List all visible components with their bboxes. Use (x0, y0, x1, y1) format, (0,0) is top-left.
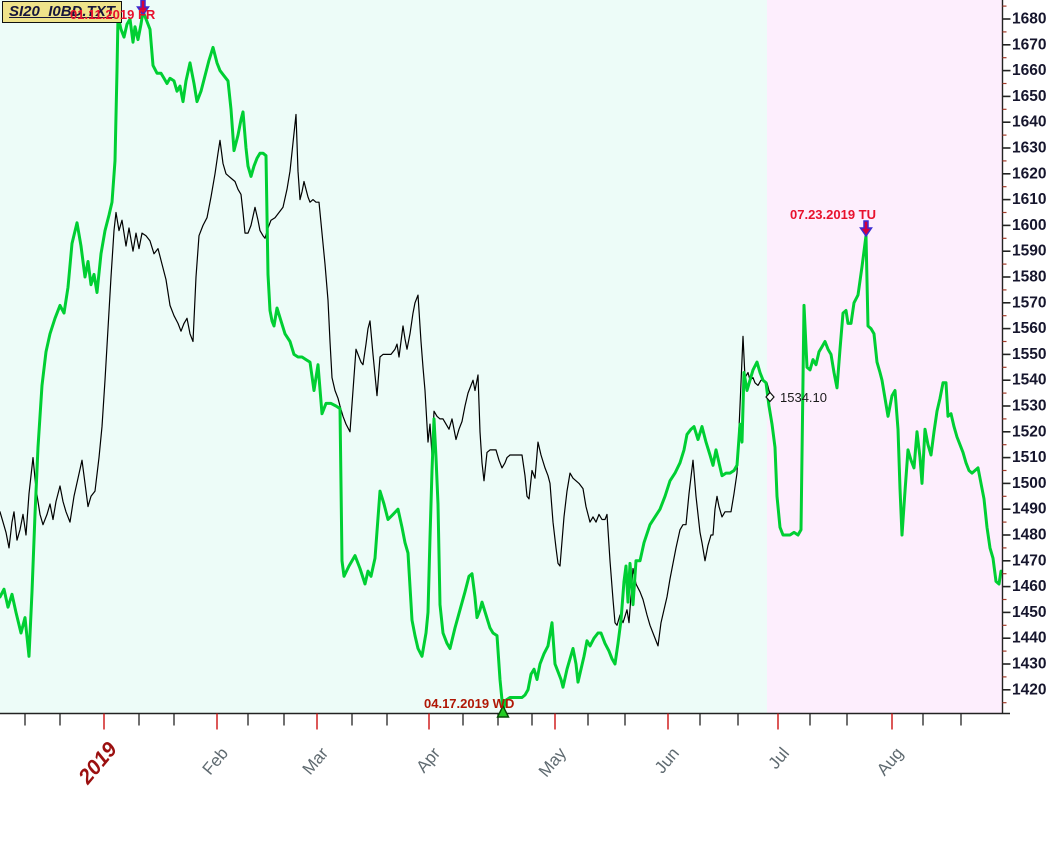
price-tick-label: 1620 (1012, 165, 1046, 182)
price-tick-label: 1650 (1012, 88, 1046, 105)
price-tick-label: 1530 (1012, 398, 1046, 415)
price-tick-label: 1660 (1012, 62, 1046, 79)
series-green-line[interactable] (0, 9, 1003, 712)
price-tick-label: 1480 (1012, 527, 1046, 544)
time-axis: 2019 Feb Mar Apr May Jun Jul Aug (24, 713, 962, 790)
last-price-diamond-marker (765, 391, 775, 403)
price-tick-label: 1500 (1012, 475, 1046, 492)
month-label: Apr (412, 744, 444, 777)
price-tick-label: 1490 (1012, 501, 1046, 518)
swing-high-arrow-marker (859, 220, 873, 238)
price-tick-label: 1470 (1012, 552, 1046, 569)
price-tick-label: 1420 (1012, 681, 1046, 698)
month-label: Feb (199, 744, 232, 779)
swing-high-arrow-marker (136, 0, 150, 17)
price-tick-label: 1520 (1012, 423, 1046, 440)
price-axis: 1420 1430 1440 1450 1460 1470 1480 1490 1500 1510… (1002, 5, 1046, 704)
price-tick-label: 1610 (1012, 191, 1046, 208)
month-label: Aug (873, 744, 907, 779)
price-tick-label: 1580 (1012, 269, 1046, 286)
price-tick-label: 1670 (1012, 36, 1046, 53)
month-label: Mar (299, 744, 333, 779)
price-tick-label: 1540 (1012, 372, 1046, 389)
price-tick-label: 1560 (1012, 320, 1046, 337)
price-tick-label: 1590 (1012, 243, 1046, 260)
month-label: Jun (651, 744, 683, 777)
series-layer (0, 9, 1003, 712)
price-tick-label: 1550 (1012, 346, 1046, 363)
price-tick-label: 1570 (1012, 294, 1046, 311)
history-band (0, 0, 767, 714)
plot-background (0, 0, 1003, 714)
price-tick-label: 1440 (1012, 630, 1046, 647)
price-tick-label: 1510 (1012, 449, 1046, 466)
price-tick-label: 1630 (1012, 140, 1046, 157)
price-tick-label: 1600 (1012, 217, 1046, 234)
month-label: May (535, 743, 571, 780)
swing-low-triangle-marker (496, 704, 510, 718)
price-tick-label: 1680 (1012, 11, 1046, 28)
price-tick-label: 1640 (1012, 114, 1046, 131)
series-black-line[interactable] (0, 113, 772, 647)
symbol-label[interactable]: SI20_I0BD.TXT (2, 1, 122, 23)
price-tick-label: 1430 (1012, 656, 1046, 673)
month-label: Jul (765, 744, 794, 773)
price-tick-label: 1450 (1012, 604, 1046, 621)
price-tick-label: 1460 (1012, 578, 1046, 595)
year-label: 2019 (74, 738, 122, 790)
marker-layer (136, 0, 873, 718)
